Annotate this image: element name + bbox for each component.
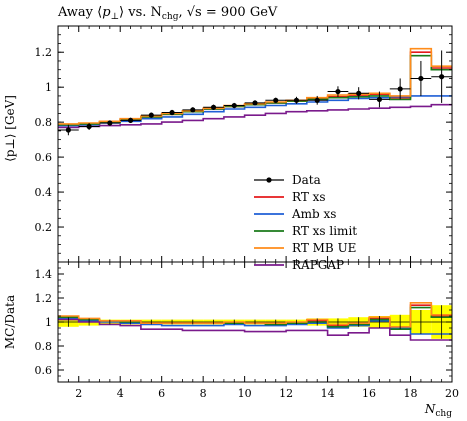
- data-point: [293, 97, 300, 103]
- data-point: [169, 109, 175, 116]
- data-point: [107, 120, 113, 126]
- y-tick-label: 1.4: [35, 268, 53, 281]
- y-tick-label: 1.2: [35, 292, 53, 305]
- y-tick-label: 1.2: [35, 46, 53, 59]
- y-tick-label: 0.8: [35, 116, 53, 129]
- legend-marker-data-point: [266, 177, 272, 183]
- legend-label: Amb xs: [291, 207, 336, 221]
- data-point: [148, 112, 154, 118]
- x-tick-label: 6: [158, 387, 165, 400]
- data-point: [376, 96, 383, 103]
- data-point: [210, 104, 217, 110]
- data-point: [190, 107, 196, 113]
- data-point: [335, 88, 341, 95]
- main-panel: 0.2 0.4 0.6 0.8 1 1.2: [35, 25, 453, 263]
- y-axis-title-main: ⟨p⊥⟩ [GeV]: [3, 95, 17, 162]
- legend: Data RT xs Amb xs RT xs limit RT MB UE RAPGAP: [254, 173, 357, 272]
- x-tick-label: 20: [445, 387, 459, 400]
- data-point: [397, 86, 403, 92]
- y-tick-label: 0.8: [35, 340, 53, 353]
- data-point: [314, 97, 320, 103]
- y-axis-title-ratio: MC/Data: [3, 295, 17, 349]
- x-tick-label: 18: [404, 387, 418, 400]
- x-tick-label: 4: [117, 387, 124, 400]
- y-tick-label: 1: [45, 316, 52, 329]
- x-axis-title: Nchg: [424, 402, 452, 419]
- data-point: [439, 74, 445, 80]
- ratio-line-rt-mb-ue: [58, 302, 452, 328]
- y-tick-label: 0.2: [35, 221, 53, 234]
- ratio-panel: 0.6 0.8 1 1.2 1.4: [35, 261, 453, 383]
- data-point: [356, 90, 362, 96]
- x-tick-label: 8: [200, 387, 207, 400]
- legend-label: RT MB UE: [292, 241, 356, 255]
- legend-label: RAPGAP: [292, 258, 344, 272]
- x-tick-label: 14: [321, 387, 335, 400]
- y-tick-label: 0.6: [35, 151, 53, 164]
- data-point: [127, 117, 134, 123]
- series-line-rapgap: [58, 103, 452, 129]
- data-point: [418, 75, 424, 82]
- series-line-rt-mb-ue: [58, 47, 452, 125]
- x-tick-label: 16: [362, 387, 376, 400]
- legend-label: RT xs: [292, 190, 326, 204]
- data-point: [65, 127, 71, 133]
- data-point: [273, 97, 279, 103]
- y-tick-label: 0.6: [35, 364, 53, 377]
- ratio-line-rapgap: [58, 318, 452, 341]
- x-tick-label: 12: [279, 387, 293, 400]
- x-tick-label: 2: [75, 387, 82, 400]
- data-point: [231, 102, 237, 109]
- y-tick-label: 0.4: [35, 186, 53, 199]
- data-point: [252, 100, 258, 106]
- y-tick-label: 1: [45, 81, 52, 94]
- main-frame: [57, 25, 453, 263]
- chart-title: Away ⟨p⊥⟩ vs. Nchg, √s = 900 GeV: [57, 5, 278, 22]
- data-point: [86, 123, 92, 130]
- legend-label: RT xs limit: [292, 224, 357, 238]
- x-tick-label: 10: [238, 387, 252, 400]
- legend-label: Data: [292, 173, 321, 187]
